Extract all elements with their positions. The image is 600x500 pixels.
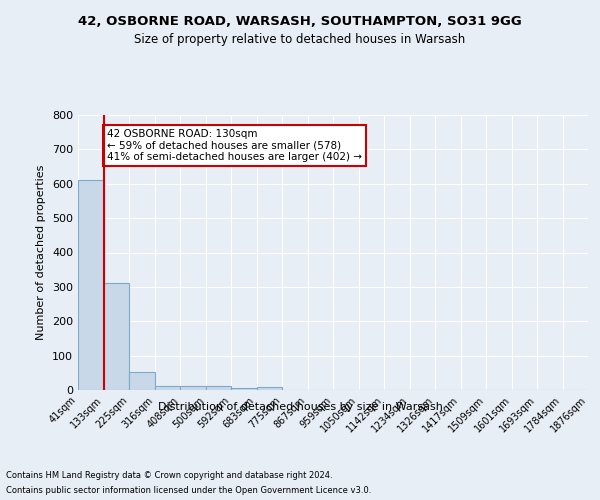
Bar: [205, 386, 231, 390]
Text: 42 OSBORNE ROAD: 130sqm
← 59% of detached houses are smaller (578)
41% of semi-d: 42 OSBORNE ROAD: 130sqm ← 59% of detache…: [107, 128, 362, 162]
Text: 42, OSBORNE ROAD, WARSASH, SOUTHAMPTON, SO31 9GG: 42, OSBORNE ROAD, WARSASH, SOUTHAMPTON, …: [78, 15, 522, 28]
Text: Distribution of detached houses by size in Warsash: Distribution of detached houses by size …: [158, 402, 442, 412]
Bar: [104, 284, 129, 390]
Text: Size of property relative to detached houses in Warsash: Size of property relative to detached ho…: [134, 32, 466, 46]
Bar: [257, 387, 282, 390]
Text: Contains HM Land Registry data © Crown copyright and database right 2024.: Contains HM Land Registry data © Crown c…: [6, 471, 332, 480]
Bar: [231, 388, 257, 390]
Bar: [155, 386, 180, 390]
Text: Contains public sector information licensed under the Open Government Licence v3: Contains public sector information licen…: [6, 486, 371, 495]
Y-axis label: Number of detached properties: Number of detached properties: [37, 165, 46, 340]
Bar: [129, 372, 155, 390]
Bar: [78, 180, 104, 390]
Bar: [180, 386, 205, 390]
